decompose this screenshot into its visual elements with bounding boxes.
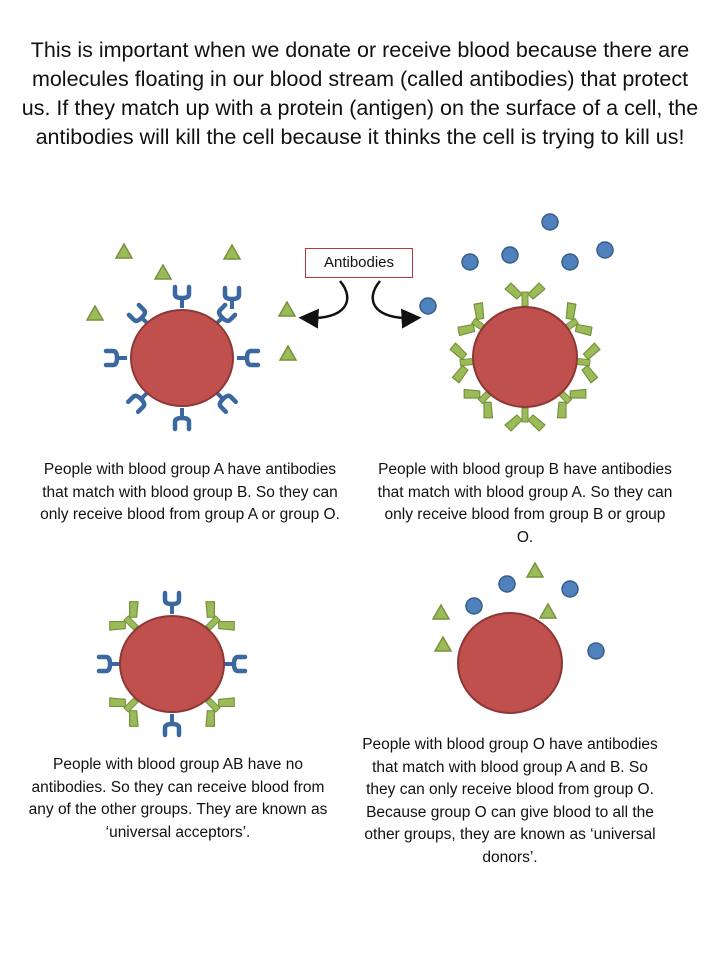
antigen-b-circle-icon [561,253,579,271]
antigen-a-triangle-icon [431,603,451,620]
antigen-b-circle-icon [596,241,614,259]
antigen-b-circle-icon [541,213,559,231]
red-blood-cell-a [130,309,234,407]
red-blood-cell-o [457,612,563,714]
receptor-blue-icon [106,351,127,365]
antigen-b-circle-icon [461,253,479,271]
group-ab-diagram [99,593,245,735]
receptor-blue-icon [175,408,189,429]
red-blood-cell-b [472,306,578,408]
receptor-green-icon [573,340,602,384]
antibodies-arrows [298,280,422,329]
antigen-b-circle-icon [465,597,483,615]
receptor-blue-icon [165,593,179,614]
antigen-b-circle-icon [561,580,579,598]
antigen-b-circle-icon [498,575,516,593]
receptor-green-icon [504,407,546,432]
antigen-a-triangle-icon [433,635,453,652]
antigen-a-triangle-icon [278,344,298,361]
antigen-a-triangle-icon [277,300,297,317]
curved-arrow-left-icon [298,280,349,329]
antigen-a-triangle-icon [153,263,173,280]
group-o-caption: People with blood group O have antibodie… [362,736,658,866]
receptor-blue-icon [237,351,258,365]
antigen-b-circle-icon [501,246,519,264]
group-a-caption: People with blood group A have antibodie… [40,461,340,523]
antigen-b-circle-icon [419,297,437,315]
antigen-b-circle-icon [587,642,605,660]
receptor-blue-icon [224,657,245,671]
group-b-diagram [419,213,614,432]
intro-paragraph: This is important when we donate or rece… [21,38,699,149]
group-o-diagram [431,561,605,714]
antigen-a-triangle-icon [222,243,242,260]
red-blood-cell-ab [119,615,225,713]
antigen-a-triangle-icon [538,602,558,619]
receptor-blue-icon [99,657,120,671]
antigen-a-triangle-icon [114,242,134,259]
group-a-diagram [85,242,298,429]
receptor-blue-icon [165,714,179,735]
antigen-a-triangle-icon [85,304,105,321]
group-b-caption: People with blood group B have antibodie… [377,461,673,546]
antigen-a-triangle-icon [525,561,545,578]
group-ab-caption: People with blood group AB have no antib… [28,756,328,841]
receptor-green-icon [504,282,546,307]
antibodies-label: Antibodies [305,248,413,278]
curved-arrow-right-icon [371,280,422,329]
receptor-blue-icon [175,287,189,308]
receptor-green-icon [448,340,477,384]
